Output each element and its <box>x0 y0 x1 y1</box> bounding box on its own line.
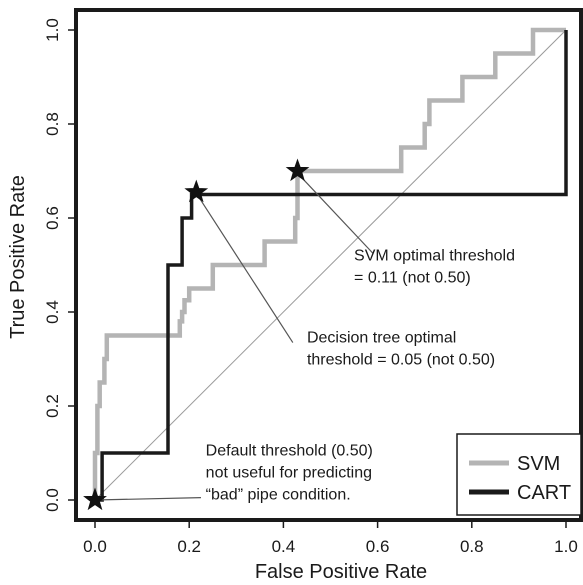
x-tick-label: 0.8 <box>460 537 484 556</box>
annotation-text: Default threshold (0.50) <box>206 442 373 459</box>
annotation-text: not useful for predicting <box>206 464 372 481</box>
diagonal-reference-line <box>94 29 567 501</box>
y-tick-label: 0.4 <box>43 300 62 324</box>
y-tick-label: 0.8 <box>43 112 62 136</box>
annotation-text: SVM optimal threshold <box>354 247 515 264</box>
annotation-text: threshold = 0.05 (not 0.50) <box>307 352 495 369</box>
annotation-text: = 0.11 (not 0.50) <box>354 269 471 286</box>
x-tick-label: 0.0 <box>83 537 107 556</box>
y-tick-label: 0.2 <box>43 394 62 418</box>
threshold-star-marker <box>184 179 209 203</box>
x-tick-label: 0.4 <box>272 537 296 556</box>
x-axis-label: False Positive Rate <box>255 561 427 583</box>
x-tick-label: 0.6 <box>366 537 390 556</box>
legend-label-svm: SVM <box>517 453 560 475</box>
annotation-text: Decision tree optimal <box>307 330 456 347</box>
y-tick-label: 1.0 <box>43 18 62 42</box>
annotation-leader-line <box>198 196 294 343</box>
plot-area: 0.0 0.2 0.4 0.6 0.8 1.0 0.0 0.2 0.4 0.6 0.8 1.0 SVM … <box>43 8 583 556</box>
legend: SVM CART <box>456 433 582 516</box>
series-line-svm <box>92 27 566 500</box>
annotation-text: “bad” pipe condition. <box>206 486 351 503</box>
y-tick-label: 0.0 <box>43 488 62 512</box>
legend-box <box>456 433 582 516</box>
threshold-star-marker <box>285 158 310 182</box>
annotation-leader-line <box>299 175 374 254</box>
threshold-star-marker <box>83 487 107 511</box>
series-line-cart <box>95 30 568 502</box>
legend-label-cart: CART <box>517 482 571 504</box>
y-tick-label: 0.6 <box>43 206 62 230</box>
annotation-leader-line <box>94 497 201 501</box>
plot-frame <box>74 8 583 522</box>
x-tick-label: 0.2 <box>177 537 201 556</box>
x-tick-label: 1.0 <box>554 537 578 556</box>
y-axis-label: True Positive Rate <box>7 175 29 339</box>
